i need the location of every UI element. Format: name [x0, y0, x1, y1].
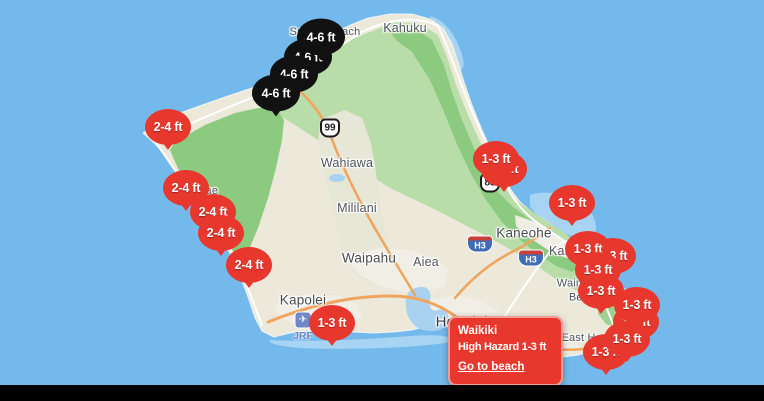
tooltip-hazard-text: High Hazard 1-3 ft	[458, 341, 547, 353]
surf-marker-1-3ft[interactable]: 1-3 ft	[309, 305, 355, 341]
interstate-h3-shield: H3	[518, 249, 544, 267]
go-to-beach-link[interactable]: Go to beach	[458, 361, 525, 373]
beach-hazard-tooltip: Waikiki High Hazard 1-3 ft Go to beach	[448, 316, 563, 386]
surf-marker-2-4ft[interactable]: 2-4 ft	[145, 109, 191, 145]
surf-marker-2-4ft[interactable]: 2-4 ft	[226, 247, 272, 283]
map-label-waipahu: Waipahu	[341, 250, 397, 266]
route-99-shield: 99	[320, 118, 340, 138]
map-label-kaneohe: Kaneohe	[496, 225, 552, 241]
map-label-wahiawa: Wahiawa	[320, 156, 374, 170]
surf-marker-2-4ft[interactable]: 2-4 ft	[198, 215, 244, 251]
surf-marker-4-6ft[interactable]: 4-6 ft	[297, 18, 345, 56]
tooltip-beach-name: Waikiki	[458, 325, 498, 337]
surf-marker-1-3ft[interactable]: 1-3 ft	[578, 273, 624, 309]
letterbox-bar	[0, 385, 764, 401]
surf-marker-1-3ft[interactable]: 1-3 ft	[473, 141, 519, 177]
surf-marker-1-3ft[interactable]: 1-3 ft	[614, 287, 660, 323]
map-label-kapolei: Kapolei	[279, 292, 327, 308]
map-canvas[interactable]: Kahuku Sunset Beach Wahiawa Mililani Wai…	[0, 0, 764, 386]
map-label-aiea: Aiea	[413, 255, 439, 269]
surf-marker-4-6ft[interactable]: 4-6 ft	[252, 74, 300, 112]
oahu-island-art	[142, 13, 658, 360]
map-label-kahuku: Kahuku	[383, 21, 427, 35]
surf-marker-1-3ft[interactable]: 1-3 ft	[549, 185, 595, 221]
airport-code-label: JRF	[293, 330, 313, 342]
surf-marker-1-3ft[interactable]: 1-3 ft	[604, 321, 650, 357]
interstate-h3-shield: H3	[467, 235, 493, 253]
map-label-mililani: Mililani	[337, 201, 377, 215]
